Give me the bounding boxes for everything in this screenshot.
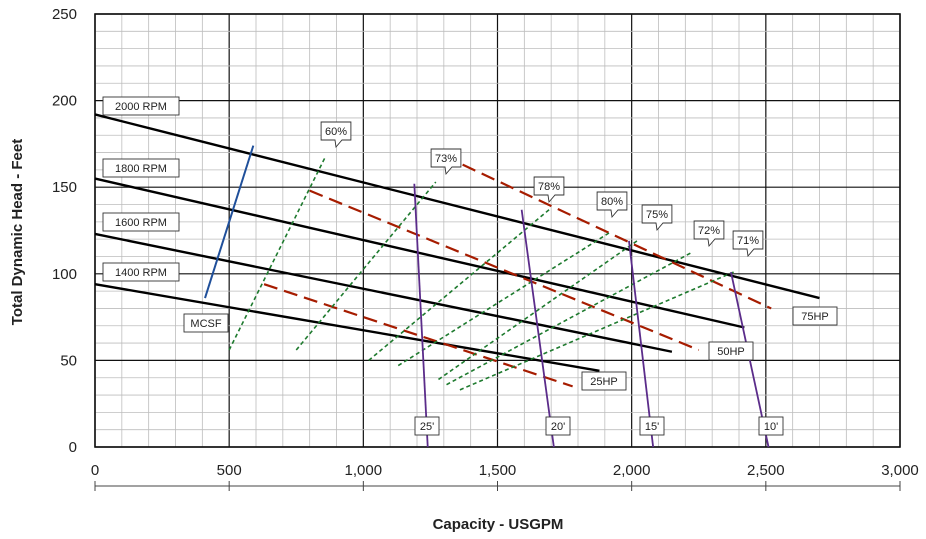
npsh-curve [628, 240, 655, 448]
efficiency-label-text: 60% [325, 126, 347, 138]
efficiency-label-text: 71% [737, 235, 759, 247]
x-tick-label: 1,000 [345, 462, 383, 479]
plot-frame [94, 13, 901, 491]
npsh-label-box [639, 416, 665, 436]
x-tick-label: 0 [91, 462, 99, 479]
rpm-label: 2000 RPM [102, 96, 180, 116]
npsh-label: 20' [545, 416, 571, 436]
hp-label: 75HP [792, 306, 838, 326]
efficiency-label-box [693, 220, 725, 248]
efficiency-label-text: 73% [435, 153, 457, 165]
npsh-label: 25' [414, 416, 440, 436]
mcsf-line [204, 145, 255, 299]
rpm-label: 1600 RPM [102, 212, 180, 232]
plot-border [94, 13, 901, 448]
rpm-label-text: 2000 RPM [115, 101, 167, 113]
efficiency-line [459, 271, 734, 391]
efficiency-line [228, 155, 327, 351]
efficiency-label-text: 80% [601, 196, 623, 208]
y-axis-title: Total Dynamic Head - Feet [9, 139, 26, 325]
tick-labels: 0 500 1,000 1,500 2,000 2,500 3,000 0 50 100 150 20… [52, 6, 919, 479]
efficiency-label-box [320, 121, 352, 149]
rpm-label-text: 1800 RPM [115, 163, 167, 175]
npsh-label-text: 20' [551, 421, 565, 433]
y-tick-label: 250 [52, 6, 77, 23]
rpm-label: 1400 RPM [102, 262, 180, 282]
hp-line [462, 163, 772, 310]
npsh-curve [413, 183, 429, 448]
y-tick-label: 100 [52, 266, 77, 283]
rpm-label-box [102, 262, 180, 282]
efficiency-line [368, 207, 552, 362]
efficiency-label-text: 75% [646, 209, 668, 221]
hp-label-box [581, 371, 627, 391]
npsh-label-text: 15' [645, 421, 659, 433]
npsh-label: 10' [758, 416, 784, 436]
hp-label-text: 75HP [801, 311, 829, 323]
hp-line [263, 283, 573, 388]
grid [94, 13, 901, 448]
rpm-label-text: 1400 RPM [115, 267, 167, 279]
curve-labels: 2000 RPM 1800 RPM 1600 RPM 1400 RPM 75HP 50HP… [102, 96, 838, 436]
x-tick-label: 500 [217, 462, 242, 479]
y-tick-label: 200 [52, 93, 77, 110]
npsh-label-box [545, 416, 571, 436]
efficiency-label-box [596, 191, 628, 219]
rpm-curve [94, 113, 820, 300]
hp-line [309, 189, 700, 352]
efficiency-label: 72% [693, 220, 725, 248]
efficiency-label-box [641, 204, 673, 232]
rpm-curve [94, 283, 600, 372]
mcsf-label: MCSF [183, 313, 229, 333]
mcsf-label-box [183, 313, 229, 333]
hp-label-text: 50HP [717, 346, 745, 358]
x-tick-label: 1,500 [479, 462, 517, 479]
efficiency-line [446, 252, 692, 386]
npsh-label-box [414, 416, 440, 436]
npsh-label: 15' [639, 416, 665, 436]
hp-label: 25HP [581, 371, 627, 391]
x-axis-title: Capacity - USGPM [433, 516, 564, 533]
hp-label-box [792, 306, 838, 326]
hp-label-box [708, 341, 754, 361]
efficiency-label: 80% [596, 191, 628, 219]
efficiency-label-box [732, 230, 764, 258]
hp-label: 50HP [708, 341, 754, 361]
x-tick-label: 3,000 [881, 462, 919, 479]
x-tick-label: 2,000 [613, 462, 651, 479]
efficiency-label-box [533, 176, 565, 204]
rpm-label-box [102, 212, 180, 232]
npsh-label-text: 10' [764, 421, 778, 433]
y-tick-label: 50 [60, 352, 77, 369]
npsh-curve [520, 209, 555, 448]
rpm-label-box [102, 158, 180, 178]
efficiency-label: 73% [430, 148, 462, 176]
efficiency-line [438, 240, 638, 381]
efficiency-label-text: 78% [538, 181, 560, 193]
efficiency-label: 78% [533, 176, 565, 204]
npsh-label-box [758, 416, 784, 436]
rpm-curve [94, 232, 673, 353]
efficiency-label: 60% [320, 121, 352, 149]
rpm-label-text: 1600 RPM [115, 217, 167, 229]
y-tick-label: 150 [52, 179, 77, 196]
efficiency-line [397, 231, 611, 367]
efficiency-label-text: 72% [698, 225, 720, 237]
curves [94, 113, 820, 448]
rpm-label-box [102, 96, 180, 116]
efficiency-line [295, 181, 437, 351]
hp-label-text: 25HP [590, 376, 618, 388]
npsh-label-text: 25' [420, 421, 434, 433]
efficiency-label: 71% [732, 230, 764, 258]
efficiency-label-box [430, 148, 462, 176]
y-tick-label: 0 [69, 439, 77, 456]
x-tick-label: 2,500 [747, 462, 785, 479]
efficiency-label: 75% [641, 204, 673, 232]
mcsf-label-text: MCSF [190, 318, 221, 330]
rpm-label: 1800 RPM [102, 158, 180, 178]
